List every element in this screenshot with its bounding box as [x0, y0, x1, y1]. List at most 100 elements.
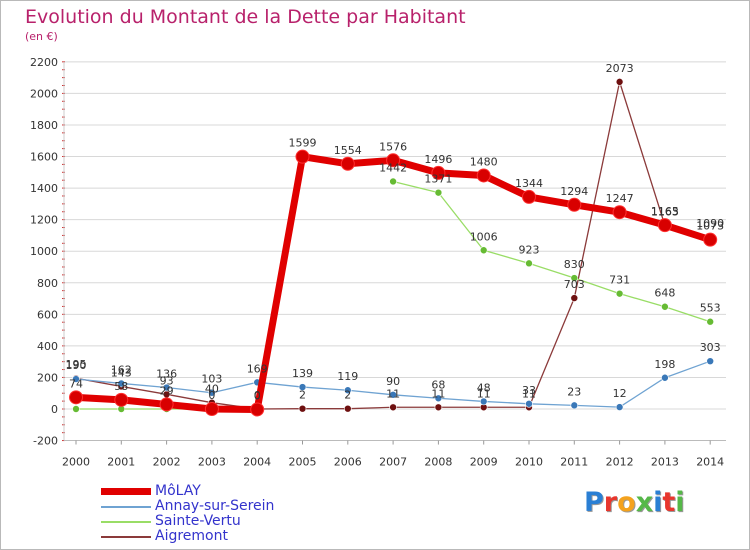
data-label: 1247: [606, 192, 634, 205]
data-point: [434, 403, 443, 412]
x-tick-label: 2005: [289, 456, 317, 469]
x-tick-label: 2006: [334, 456, 362, 469]
data-label: 1576: [379, 140, 407, 153]
x-tick-label: 2001: [107, 456, 135, 469]
data-label: 703: [564, 278, 585, 291]
data-point: [615, 289, 624, 298]
data-label: 190: [66, 359, 87, 372]
x-tick-label: 2014: [696, 456, 724, 469]
y-tick-label: 400: [37, 340, 58, 353]
data-point: [250, 402, 265, 417]
data-label: 169: [247, 362, 268, 375]
y-tick-label: 1600: [30, 151, 58, 164]
data-point: [298, 383, 307, 391]
data-point: [389, 403, 397, 412]
x-tick-label: 2002: [153, 456, 181, 469]
data-label: 1294: [560, 185, 588, 198]
legend-item: Annay-sur-Serein: [101, 498, 361, 514]
data-point: [434, 188, 443, 197]
data-point: [661, 373, 669, 382]
legend-item: MôLAY: [101, 483, 361, 499]
data-label: 162: [111, 363, 132, 376]
data-label: 143: [111, 366, 132, 379]
data-label: 11: [431, 387, 445, 400]
y-tick-label: 1800: [30, 119, 58, 132]
data-point: [162, 383, 171, 392]
data-point: [340, 156, 355, 171]
proxiti-logo: Proxiti: [584, 487, 685, 518]
legend-swatch: [101, 536, 151, 538]
data-point: [159, 397, 174, 412]
legend-item: Aigremont: [101, 528, 361, 544]
data-label: 11: [477, 387, 491, 400]
y-tick-label: 2000: [30, 87, 58, 100]
data-point: [522, 189, 536, 204]
data-label: 1090: [696, 217, 724, 230]
data-label: 1163: [651, 205, 679, 218]
data-label: 1442: [379, 161, 407, 174]
legend-label: Sainte-Vertu: [155, 513, 241, 529]
y-tick-label: 1000: [30, 245, 58, 258]
y-tick-label: 2200: [30, 56, 58, 69]
y-tick-label: 800: [37, 277, 58, 290]
data-point: [114, 392, 129, 407]
x-tick-label: 2013: [651, 456, 679, 469]
data-point: [389, 177, 397, 186]
data-label: 90: [386, 375, 400, 388]
data-point: [612, 205, 627, 220]
data-label: 1554: [334, 144, 362, 157]
legend-swatch: [101, 488, 151, 495]
data-label: 923: [519, 243, 540, 256]
data-point: [661, 302, 669, 311]
data-point: [657, 218, 672, 233]
data-label: 0: [254, 389, 261, 402]
data-point: [204, 402, 219, 416]
x-tick-label: 2003: [198, 456, 226, 469]
data-label: 0: [254, 389, 261, 402]
data-label: 58: [114, 380, 128, 393]
data-label: 48: [477, 381, 491, 394]
data-point: [479, 397, 488, 406]
series-line: [392, 180, 711, 323]
x-tick-label: 2011: [560, 456, 588, 469]
x-tick-label: 2007: [379, 456, 407, 469]
data-point: [343, 386, 352, 395]
legend-item: Sainte-Vertu: [101, 513, 361, 529]
data-label: 40: [205, 383, 219, 396]
data-point: [703, 232, 718, 247]
data-point: [706, 317, 715, 326]
data-label: 1073: [696, 220, 724, 233]
data-point: [386, 153, 401, 168]
data-point: [525, 259, 533, 268]
data-label: 198: [654, 358, 675, 371]
y-tick-label: 1200: [30, 214, 58, 227]
chart-title: Evolution du Montant de la Dette par Hab…: [25, 6, 466, 28]
data-label: 2: [299, 389, 306, 402]
data-label: 1599: [289, 137, 317, 150]
data-point: [298, 404, 307, 413]
data-label: 1371: [424, 173, 452, 186]
x-tick-label: 2010: [515, 456, 543, 469]
data-label: 29: [160, 384, 174, 397]
data-label: 103: [201, 373, 222, 386]
y-tick-label: -200: [33, 435, 58, 448]
data-label: 1344: [515, 177, 543, 190]
y-tick-label: 600: [37, 308, 58, 321]
data-label: 553: [700, 302, 721, 315]
data-point: [72, 405, 80, 413]
data-point: [570, 401, 579, 410]
data-point: [343, 404, 352, 413]
data-label: 1496: [424, 153, 452, 166]
x-tick-label: 2009: [470, 456, 498, 469]
data-point: [479, 246, 488, 255]
data-label: 139: [292, 367, 313, 380]
data-label: 33: [522, 384, 536, 397]
data-label: 68: [431, 378, 445, 391]
data-point: [706, 357, 715, 365]
data-point: [525, 399, 533, 408]
x-tick-label: 2012: [606, 456, 634, 469]
x-tick-label: 2000: [62, 456, 90, 469]
data-point: [615, 78, 624, 86]
